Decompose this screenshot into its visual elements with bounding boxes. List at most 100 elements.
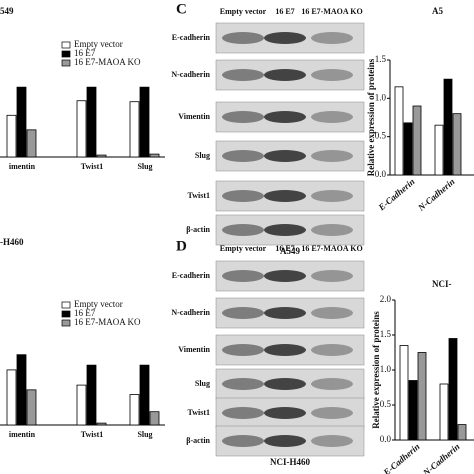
y-tick-label: 2.0 <box>380 294 392 304</box>
y-tick-label: 0.0 <box>380 434 392 444</box>
blot-band <box>222 190 264 202</box>
legend-label: 16 E7 <box>74 48 96 58</box>
bar <box>86 86 97 158</box>
blot-band <box>264 69 306 81</box>
y-tick-label: 1.5 <box>380 329 392 339</box>
bar <box>96 154 107 158</box>
panel-title: A5 <box>432 6 443 16</box>
blot-band <box>311 150 353 162</box>
bar <box>96 422 107 426</box>
bar <box>6 114 17 158</box>
row-label: Twist1 <box>187 408 210 417</box>
blot-band <box>311 270 353 282</box>
legend-label: 16 E7-MAOA KO <box>74 57 141 67</box>
legend-label: Empty vector <box>74 39 123 49</box>
bar <box>399 345 409 441</box>
bar <box>457 424 467 441</box>
bar <box>76 100 87 158</box>
blot-band <box>264 344 306 356</box>
row-label: Slug <box>195 151 210 160</box>
x-tick-label: imentin <box>9 430 36 439</box>
row-label: N-cadherin <box>171 308 210 317</box>
blot-band <box>222 69 264 81</box>
bar <box>129 394 140 426</box>
column-label: Empty vector <box>220 7 267 16</box>
column-label: 16 E7 <box>275 244 294 253</box>
bar <box>16 86 27 158</box>
panel-title: 549 <box>0 6 14 16</box>
panel-title: -H460 <box>0 237 24 247</box>
blot-band <box>311 111 353 123</box>
blot-band <box>311 344 353 356</box>
bar <box>129 101 140 158</box>
legend-label: Empty vector <box>74 299 123 309</box>
row-label: E-cadherin <box>172 33 211 42</box>
y-tick-label: 1.5 <box>375 54 387 64</box>
panel-letter: C <box>176 1 187 17</box>
x-tick-label: E-Cadherin <box>376 176 417 213</box>
blot-band <box>311 69 353 81</box>
row-label: N-cadherin <box>171 70 210 79</box>
blot-band <box>222 32 264 44</box>
y-tick-label: 0.5 <box>375 131 387 141</box>
bar <box>6 369 17 426</box>
blot-band <box>222 270 264 282</box>
bar <box>452 113 462 176</box>
legend-swatch <box>61 310 71 318</box>
blot-band <box>222 435 264 447</box>
row-label: β-actin <box>186 436 210 445</box>
legend-swatch <box>61 301 71 309</box>
caption: NCI-H460 <box>270 457 310 467</box>
y-tick-label: 0.0 <box>375 169 387 179</box>
bar <box>16 354 27 426</box>
blot-band <box>222 378 264 390</box>
row-label: E-cadherin <box>172 271 211 280</box>
x-tick-label: N-Cadherin <box>420 441 461 474</box>
column-label: 16 E7 <box>275 7 294 16</box>
blot-band <box>311 32 353 44</box>
bar <box>86 364 97 426</box>
caption: A549 <box>280 246 300 256</box>
bar <box>417 352 427 441</box>
bar <box>412 105 422 176</box>
legend-swatch <box>61 319 71 327</box>
blot-band <box>311 378 353 390</box>
row-label: β-actin <box>186 225 210 234</box>
y-axis-label: Relative expression of proteins <box>366 58 376 176</box>
blot-band <box>222 224 264 236</box>
legend-swatch <box>61 50 71 58</box>
bar <box>76 384 87 426</box>
blot-band <box>264 32 306 44</box>
legend-label: 16 E7-MAOA KO <box>74 317 141 327</box>
blot-band <box>264 270 306 282</box>
blot-band <box>222 407 264 419</box>
blot-band <box>264 407 306 419</box>
blot-band <box>264 435 306 447</box>
blot-band <box>311 407 353 419</box>
x-tick-label: Slug <box>137 162 152 171</box>
column-label: 16 E7-MAOA KO <box>301 7 362 16</box>
row-label: Vimentin <box>178 345 210 354</box>
blot-band <box>311 435 353 447</box>
x-tick-label: N-Cadherin <box>415 176 456 213</box>
bar <box>403 122 413 176</box>
blot-band <box>264 307 306 319</box>
bar <box>448 338 458 441</box>
bar <box>26 389 37 426</box>
row-label: Twist1 <box>187 191 210 200</box>
row-label: Slug <box>195 379 210 388</box>
legend-swatch <box>61 41 71 49</box>
blot-band <box>222 150 264 162</box>
x-tick-label: Slug <box>137 430 152 439</box>
blot-band <box>264 190 306 202</box>
y-tick-label: 0.5 <box>380 399 392 409</box>
panel-title: NCI- <box>432 279 452 289</box>
x-tick-label: E-Cadherin <box>381 441 422 474</box>
blot-band <box>222 344 264 356</box>
y-axis-label: Relative expression of proteins <box>371 311 381 429</box>
bar <box>149 411 160 426</box>
blot-band <box>222 307 264 319</box>
panel-letter: D <box>176 238 187 254</box>
